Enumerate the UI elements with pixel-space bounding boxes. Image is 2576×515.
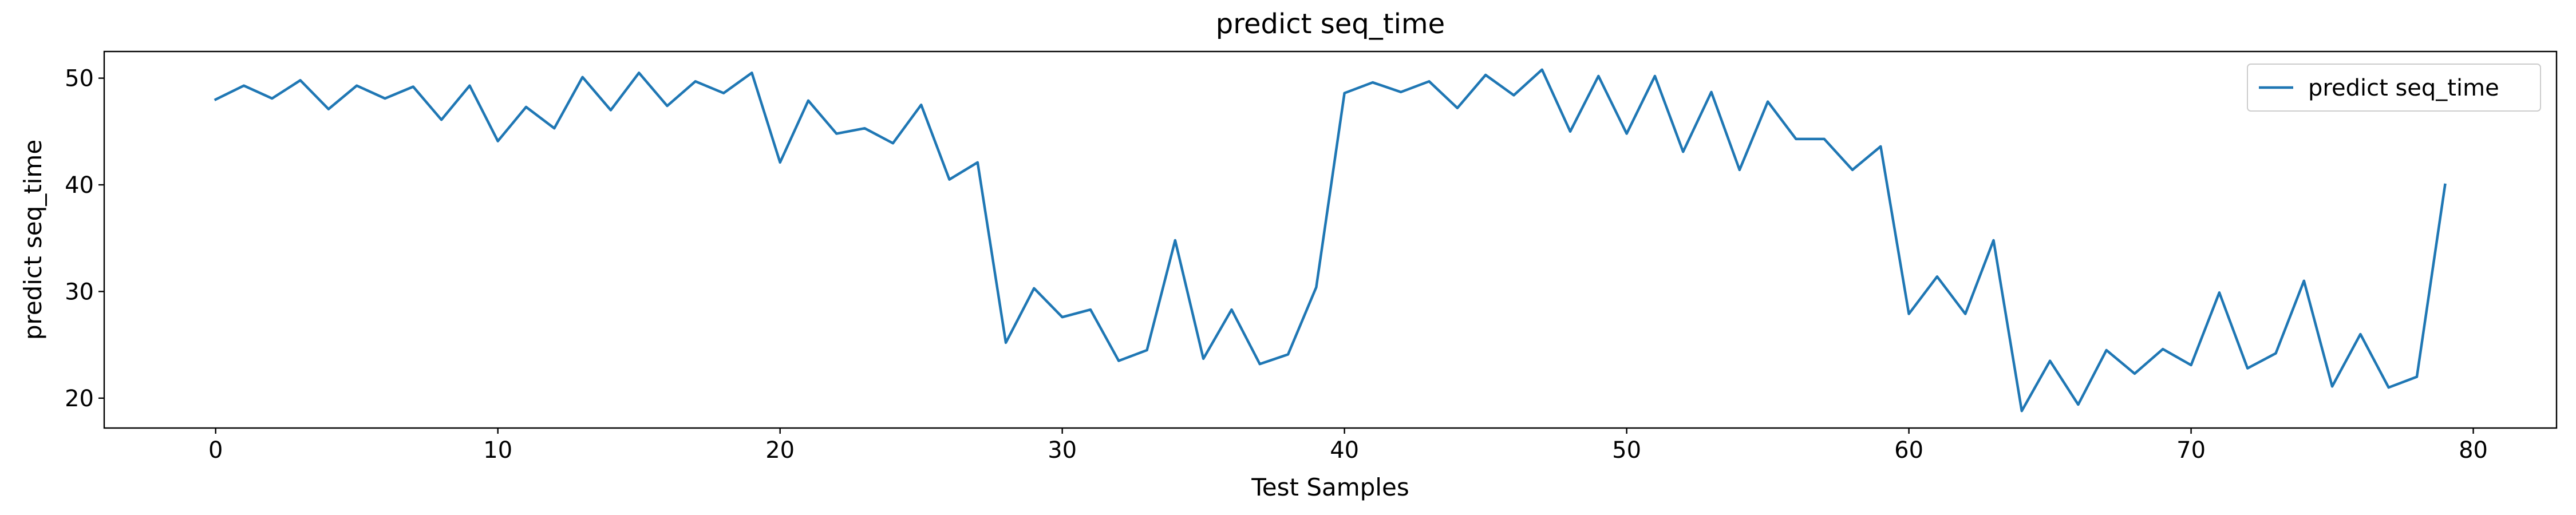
y-tick-label: 20 [65,386,94,412]
x-tick-label: 50 [1612,437,1641,464]
y-tick-label: 30 [65,279,94,305]
x-tick-label: 0 [208,437,223,464]
x-tick-label: 70 [2176,437,2206,464]
y-axis-label: predict seq_time [19,140,47,340]
legend-box [2247,64,2541,112]
x-tick-label: 60 [1894,437,1923,464]
plot-area: 0 10 20 30 40 50 60 70 80 20 30 40 50 [65,50,2558,464]
legend: predict seq_time [2247,64,2541,112]
legend-label: predict seq_time [2308,75,2499,101]
x-tick-label: 40 [1330,437,1359,464]
y-tick-label: 40 [65,172,94,199]
axes-frame [103,50,2558,429]
x-tick-label: 30 [1048,437,1077,464]
y-tick-label: 50 [65,66,94,92]
series-line [214,68,2447,413]
chart-title: predict seq_time [1216,8,1445,40]
x-tick-label: 80 [2459,437,2488,464]
x-tick-label: 10 [483,437,512,464]
x-axis-label: Test Samples [1251,473,1409,501]
x-tick-label: 20 [765,437,795,464]
